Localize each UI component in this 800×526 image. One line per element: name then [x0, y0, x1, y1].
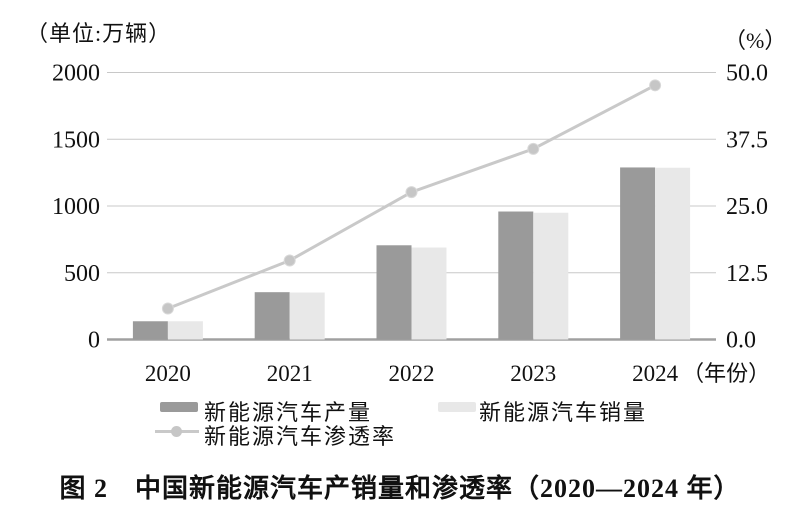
right-axis-unit-label: （%） [724, 28, 787, 53]
bar-sales-2022 [411, 247, 447, 340]
penetration-marker-2022 [405, 186, 418, 199]
legend-production-swatch [160, 402, 198, 412]
right-tick-25.0: 25.0 [726, 194, 768, 220]
penetration-marker-2023 [527, 142, 540, 155]
left-tick-2000: 2000 [52, 61, 100, 87]
chart-canvas: 0 0.0 500 12.5 1000 25.0 1500 37.5 2000 50.0 2020 2… [52, 61, 770, 387]
right-tick-37.5: 37.5 [726, 127, 768, 153]
left-tick-500: 500 [64, 261, 100, 287]
legend-sales-label: 新能源汽车销量 [479, 400, 648, 425]
figure-caption: 图 2 中国新能源汽车产销量和渗透率（2020—2024 年） [59, 474, 741, 503]
bar-sales-2024 [655, 167, 691, 340]
bar-production-2022 [376, 245, 412, 340]
right-tick-50.0: 50.0 [726, 61, 768, 87]
left-tick-1000: 1000 [52, 194, 100, 220]
legend-penetration-swatch [155, 426, 199, 437]
x-label-2023: 2023 [510, 361, 556, 386]
legend-sales-swatch [438, 402, 476, 412]
left-axis-unit-label: （单位:万辆） [26, 21, 172, 46]
right-tick-0.0: 0.0 [726, 328, 756, 354]
left-tick-0: 0 [88, 328, 100, 354]
x-axis-suffix-label: （年份） [682, 361, 770, 386]
bar-production-2021 [254, 292, 290, 340]
bar-sales-2021 [289, 292, 325, 340]
x-label-2022: 2022 [389, 361, 435, 386]
penetration-marker-2020 [161, 302, 174, 315]
bar-sales-2020 [167, 321, 203, 340]
penetration-marker-2024 [649, 79, 662, 92]
bar-production-2020 [132, 321, 168, 340]
bar-sales-2023 [533, 212, 569, 340]
right-tick-12.5: 12.5 [726, 261, 768, 287]
legend-dot-icon [171, 426, 182, 437]
x-label-2021: 2021 [267, 361, 313, 386]
legend-production-label: 新能源汽车产量 [204, 400, 373, 425]
x-label-2024: 2024 [632, 361, 679, 386]
legend-penetration-label: 新能源汽车渗透率 [204, 424, 397, 449]
penetration-marker-2021 [283, 254, 296, 267]
left-tick-1500: 1500 [52, 127, 100, 153]
bar-production-2024 [620, 167, 656, 340]
x-label-2020: 2020 [145, 361, 191, 386]
bar-production-2023 [498, 211, 534, 340]
